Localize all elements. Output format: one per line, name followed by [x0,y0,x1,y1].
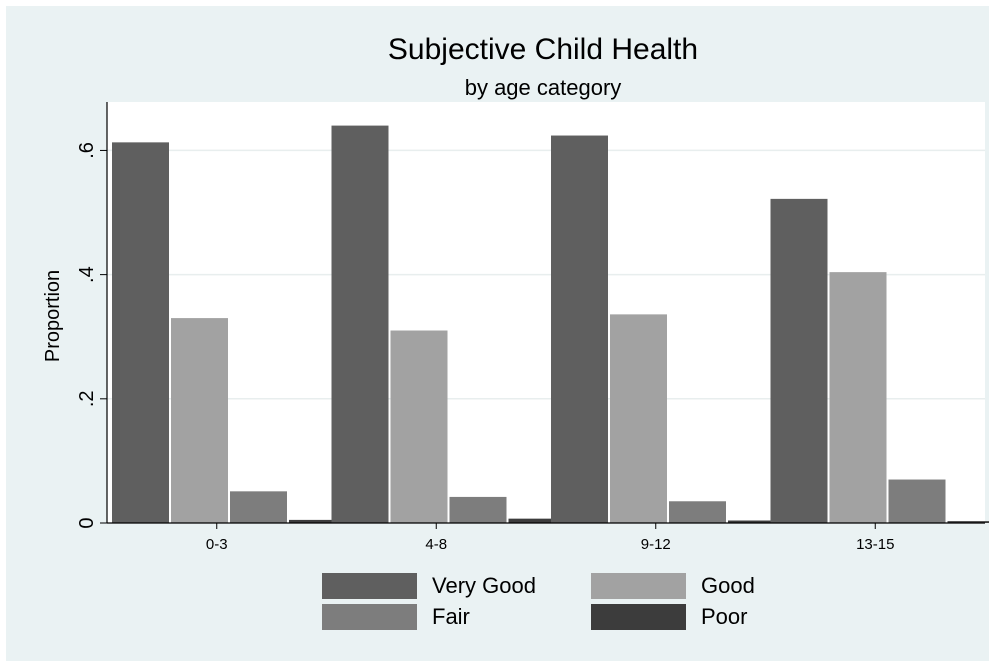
chart-subtitle: by age category [465,75,622,100]
x-axis-ticks: 0-3 4-8 9-12 13-15 [206,523,894,553]
bar [770,198,828,524]
legend-label: Good [701,573,755,598]
bar [610,314,667,523]
legend: Very Good Good Fair Poor [322,573,755,630]
x-tick-label: 4-8 [425,536,447,553]
y-tick-label: .6 [76,142,98,159]
bars [112,125,989,524]
legend-swatch [591,604,686,630]
chart-container: 0 .2 .4 .6 0-3 4-8 9-12 13-15 Subjective Child… [6,6,989,661]
y-tick-label: .2 [76,390,98,407]
legend-swatch [591,573,686,599]
bar [947,521,989,523]
legend-swatch [322,573,417,599]
legend-label: Poor [701,604,747,629]
bar [449,496,507,523]
legend-label: Fair [432,604,470,629]
bar [230,491,287,523]
x-tick-label: 0-3 [206,536,228,553]
legend-swatch [322,604,417,630]
bar [171,318,228,523]
bar [669,501,726,523]
y-axis-ticks: 0 .2 .4 .6 [76,142,107,529]
legend-label: Very Good [432,573,536,598]
x-tick-label: 9-12 [641,536,671,553]
bar [551,135,608,523]
chart-title: Subjective Child Health [388,33,698,66]
bar [888,479,946,523]
y-axis-label: Proportion [42,270,64,362]
bar [728,520,785,523]
bar [508,518,566,523]
bar-chart: 0 .2 .4 .6 0-3 4-8 9-12 13-15 Subjective Child… [42,33,989,630]
x-tick-label: 13-15 [856,536,894,553]
y-tick-label: 0 [76,517,98,528]
bar [331,125,389,523]
bar [289,519,346,523]
bar [112,142,169,523]
y-tick-label: .4 [76,266,98,283]
bar [829,272,887,523]
bar [390,330,448,523]
